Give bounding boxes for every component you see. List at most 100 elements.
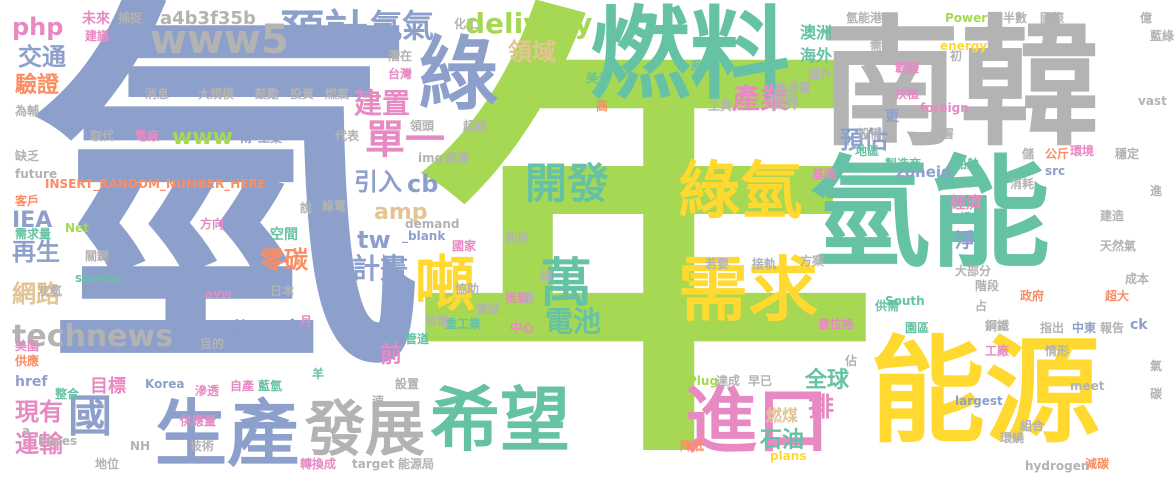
- word-jingji: 經濟: [950, 193, 983, 212]
- word-chaoji: 超級: [463, 119, 488, 133]
- word-riben: 日本: [270, 284, 295, 298]
- word-gongjin: 公斤: [1045, 147, 1070, 161]
- word-fuzhi: 扶植: [895, 87, 920, 101]
- word-guli: 鼓勵: [255, 87, 280, 101]
- word-ludian: 綠電: [322, 199, 347, 213]
- word-kongjian: 空間: [270, 227, 298, 243]
- word-jinkou: 進口: [685, 379, 830, 463]
- word-plug: Plug: [688, 374, 719, 388]
- word-wanglu: 網路: [12, 280, 60, 308]
- word-baodao: 報導: [445, 151, 470, 165]
- word-yuji: 預計: [280, 6, 368, 57]
- word-kehu: 客戶: [15, 194, 40, 208]
- word-future: future: [15, 167, 58, 181]
- word-quanqiu: 全球: [805, 368, 850, 393]
- word-yang: 羊: [312, 367, 325, 381]
- word-a4b3f35b: a4b3f35b: [160, 8, 256, 29]
- word-huanjing: 環境: [1070, 144, 1095, 158]
- word-xiaoxi: 消息: [145, 87, 170, 101]
- word-dacheng: 達成: [716, 374, 741, 388]
- word-shi: 視: [522, 291, 535, 305]
- word-zhan2: 占: [975, 299, 988, 313]
- word-nengyuan: 能源: [870, 325, 1101, 459]
- word-lanlu: 藍綠: [1150, 29, 1175, 43]
- word-qingnenggang: 氫能港: [846, 11, 883, 25]
- word-vast: vast: [1138, 94, 1167, 108]
- word-nengyuanju: 能源局: [398, 457, 435, 471]
- word-gongchang: 工廠: [985, 344, 1010, 358]
- word-wending: 穩定: [1115, 147, 1140, 161]
- word-yinru: 引入: [354, 168, 402, 196]
- word-qingqi: 氫氣: [370, 7, 435, 45]
- word-gao: 高: [596, 99, 609, 113]
- word-xiwang: 希望: [430, 379, 570, 461]
- word-technews: technews: [12, 319, 174, 354]
- word-iea: IEA: [12, 208, 53, 233]
- word-yugu: 預估: [840, 126, 888, 154]
- word-huagong: 化工: [454, 17, 479, 31]
- word-touzi: 投資: [290, 87, 315, 101]
- word-gongxu: 供需: [875, 299, 900, 313]
- word-www5: www5: [150, 17, 289, 63]
- word-zuhe: 組合: [1020, 419, 1045, 433]
- word-ranmei: 燃煤: [766, 406, 799, 425]
- word-yuanqu: 園區: [905, 321, 930, 335]
- word-zhizaoshang: 製造商: [885, 157, 922, 171]
- word-geng: 更: [885, 109, 899, 125]
- word-baogao: 報告: [1100, 321, 1125, 335]
- word-korea: Korea: [145, 377, 185, 391]
- word-chu: 初: [950, 49, 963, 63]
- word-daguimo: 大規模: [198, 87, 235, 101]
- word-yi: 億: [1140, 11, 1153, 25]
- word-yue: 月: [300, 314, 313, 328]
- word-insert-random: INSERT_RANDOM_NUMBER_HERE: [45, 177, 266, 191]
- word-dun: 噸: [415, 250, 475, 320]
- word-guojia: 國家: [452, 239, 477, 253]
- word-haiwai: 海外: [800, 46, 833, 65]
- word-nh: NH: [130, 439, 151, 453]
- word-wan: 萬: [540, 254, 593, 314]
- word-jiegui: 接軌: [752, 257, 777, 271]
- word-zaiti: 載體: [895, 61, 920, 75]
- word-weilai: 未來: [82, 11, 110, 27]
- word-meiyuan: 美元: [586, 71, 611, 85]
- word-bases: bases: [38, 434, 78, 448]
- word-tuiguang: 推廣: [505, 291, 530, 305]
- word-shebei: 設備: [858, 127, 883, 141]
- word-fadian: 發電: [425, 314, 450, 328]
- word-zaisheng: 再生: [12, 238, 60, 266]
- word-danyi: 單一: [365, 117, 445, 163]
- word-guo: 國: [68, 391, 112, 442]
- word-jiangdi: 降低: [680, 439, 705, 453]
- word-largest: largest: [955, 394, 1003, 408]
- word-zichan: 自產: [230, 379, 255, 393]
- word-guanjian: 關鍵: [85, 249, 110, 263]
- word-zhenghe: 整合: [55, 387, 80, 401]
- word-pulage: 普拉格: [818, 317, 855, 331]
- word-jihua: 計畫: [352, 252, 409, 285]
- word-diwei: 地位: [95, 457, 120, 471]
- word-jichu: 基礎: [812, 167, 837, 181]
- word-xuqiu: 需求: [678, 249, 818, 331]
- word-source: source: [75, 271, 121, 285]
- word-blank: _blank: [402, 229, 446, 243]
- word-zhongxin: 中心: [510, 321, 535, 335]
- word-zhan1: 佔: [845, 354, 858, 368]
- word-amp: amp: [374, 200, 428, 225]
- word-chu2: 儲: [1022, 147, 1035, 161]
- word-foreign: foreign: [920, 101, 969, 115]
- word-a: a: [22, 424, 31, 438]
- word-gangtie: 鋼鐵: [985, 319, 1010, 333]
- word-gongying: 供應: [15, 354, 40, 368]
- word-nanhan: 南韓: [820, 3, 1101, 166]
- word-gongye: 工業: [258, 131, 283, 145]
- word-href: href: [15, 374, 48, 390]
- word-tan: 碳: [1150, 387, 1163, 401]
- word-liyong: 利用: [505, 231, 530, 245]
- word-gongju: 工具: [708, 99, 733, 113]
- word-buzhuo: 捕捉: [118, 11, 143, 25]
- word-dabufen: 大部分: [955, 264, 992, 278]
- word-jianzao: 建造: [1100, 209, 1125, 223]
- word-demand: demand: [405, 217, 460, 231]
- word-tw: tw: [357, 226, 391, 254]
